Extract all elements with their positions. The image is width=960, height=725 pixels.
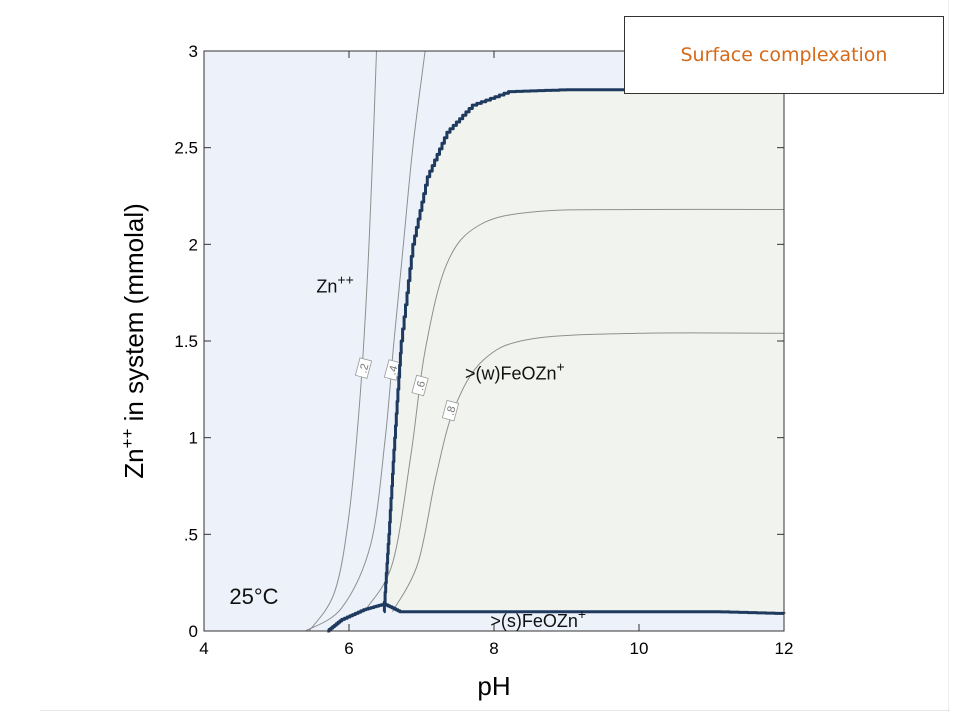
region-label-name: Zn [316, 277, 337, 297]
y-tick-label: .5 [184, 525, 198, 544]
region-label-3: >(s)FeOZn+ [490, 606, 586, 631]
region-label-name: >(s)FeOZn [490, 611, 578, 631]
region-label-1: Zn++ [316, 272, 353, 297]
region-layer [204, 51, 784, 631]
x-axis-label: pH [477, 671, 510, 701]
contour-label-text: .2 [357, 362, 371, 374]
contour-label-box [411, 374, 429, 397]
contour-label-4: .8 [441, 399, 460, 422]
contour-label-text: .8 [444, 405, 458, 417]
y-tick-label: 1.5 [174, 332, 198, 351]
contour-label-box [354, 357, 373, 379]
y-axis-label-main: Zn [119, 448, 149, 478]
x-tick-label: 6 [344, 639, 353, 658]
contour-label-text: .6 [414, 380, 428, 392]
temperature-label: 25°C [229, 584, 278, 609]
region-label-sup: + [557, 359, 565, 375]
contour-line-4 [392, 332, 785, 612]
boundary-layer [327, 88, 786, 633]
x-tick-label: 10 [630, 639, 649, 658]
right-divider [948, 0, 949, 712]
contour-label-text: .4 [386, 364, 400, 376]
x-tick-label: 4 [199, 639, 208, 658]
contour-label-3: .6 [411, 374, 429, 397]
slide-title: Surface complexation [680, 44, 888, 66]
footer-divider [40, 710, 950, 711]
contour-layer: .2 .4 .6 .8 [305, 50, 785, 632]
region-label-sup: ++ [337, 272, 353, 288]
region-label-sup: + [578, 606, 586, 622]
boundary-zn-wfeozn [382, 88, 639, 614]
region-sorbed-fill [383, 89, 784, 614]
y-tick-label: 2 [189, 235, 198, 254]
contour-line-3 [366, 208, 785, 609]
contour-label-box [441, 399, 460, 422]
region-label-2: >(w)FeOZn+ [465, 359, 565, 384]
y-axis-label-sup: ++ [118, 429, 137, 449]
x-tick-label: 12 [775, 639, 794, 658]
contour-label-1: .2 [354, 357, 373, 379]
tick-layer: 4 6 8 10 12 0 .5 1 1.5 2 2.5 3 [174, 42, 793, 658]
y-tick-label: 1 [189, 429, 198, 448]
y-tick-label: 2.5 [174, 139, 198, 158]
y-axis-label-rest: in system (mmolal) [119, 203, 149, 428]
y-axis-label: Zn++ in system (mmolal) [118, 203, 149, 479]
boundary-sfeozn [327, 602, 786, 633]
y-tick-label: 0 [189, 622, 198, 641]
contour-line-1 [308, 50, 377, 632]
label-layer: Zn++>(w)FeOZn+>(s)FeOZn+25°C [229, 272, 586, 631]
region-label-name: >(w)FeOZn [465, 364, 557, 384]
y-tick-label: 3 [189, 42, 198, 61]
x-tick-label: 8 [489, 639, 498, 658]
slide-title-box: Surface complexation [624, 16, 944, 94]
